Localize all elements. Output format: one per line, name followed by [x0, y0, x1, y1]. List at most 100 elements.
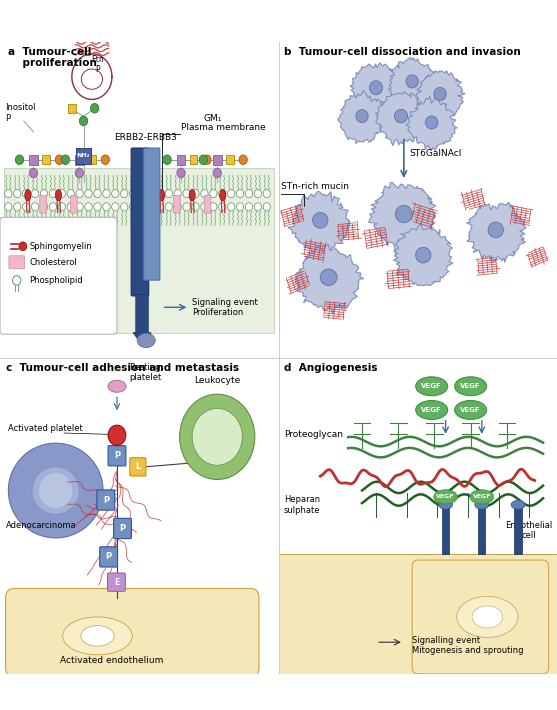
Ellipse shape: [472, 606, 503, 628]
Circle shape: [16, 155, 23, 165]
Circle shape: [237, 203, 244, 211]
Polygon shape: [32, 467, 80, 514]
Polygon shape: [296, 244, 364, 314]
Circle shape: [67, 203, 75, 211]
Circle shape: [228, 190, 235, 197]
Text: Cholesterol: Cholesterol: [30, 258, 77, 267]
Ellipse shape: [189, 190, 196, 201]
Text: d  Angiogenesis: d Angiogenesis: [284, 363, 378, 373]
Bar: [76, 148, 91, 163]
Ellipse shape: [395, 205, 412, 223]
Polygon shape: [338, 91, 386, 143]
Text: P: P: [103, 496, 109, 505]
Text: P: P: [106, 552, 111, 562]
Ellipse shape: [455, 377, 487, 395]
Ellipse shape: [219, 190, 226, 201]
Text: P: P: [114, 452, 120, 460]
Text: Proteoglycan: Proteoglycan: [284, 430, 343, 439]
FancyBboxPatch shape: [97, 490, 115, 510]
Ellipse shape: [457, 596, 518, 638]
Text: Lipid raft: Lipid raft: [17, 272, 57, 281]
Circle shape: [50, 190, 57, 197]
Circle shape: [111, 203, 119, 211]
FancyBboxPatch shape: [174, 195, 180, 213]
Circle shape: [255, 203, 262, 211]
Text: Adenocarcinoma: Adenocarcinoma: [6, 521, 76, 530]
Ellipse shape: [56, 190, 62, 201]
Circle shape: [61, 155, 70, 165]
Circle shape: [263, 203, 271, 211]
Text: STn-rich mucin: STn-rich mucin: [281, 182, 349, 191]
Text: Leukocyte: Leukocyte: [194, 376, 241, 385]
FancyBboxPatch shape: [108, 446, 126, 466]
FancyBboxPatch shape: [9, 256, 25, 269]
Circle shape: [199, 155, 208, 165]
Text: Etn
P: Etn P: [91, 55, 104, 74]
FancyArrow shape: [133, 295, 151, 345]
Circle shape: [192, 408, 242, 465]
Text: b  Tumour-cell dissociation and invasion: b Tumour-cell dissociation and invasion: [284, 47, 521, 57]
Bar: [4, 168, 274, 332]
Circle shape: [94, 203, 101, 211]
Text: Heparan
sulphate: Heparan sulphate: [284, 496, 321, 515]
FancyBboxPatch shape: [100, 547, 118, 567]
Text: ERBB2-ERBB3: ERBB2-ERBB3: [114, 133, 177, 142]
Circle shape: [55, 155, 63, 165]
Circle shape: [183, 203, 190, 211]
Circle shape: [90, 104, 99, 113]
Text: VEGF: VEGF: [421, 407, 442, 413]
Text: NH₂: NH₂: [77, 153, 90, 158]
Text: c  Tumour-cell adhesion and metastasis: c Tumour-cell adhesion and metastasis: [6, 363, 239, 373]
FancyBboxPatch shape: [0, 217, 117, 334]
Circle shape: [203, 155, 211, 165]
Text: ST6GalNAcI: ST6GalNAcI: [409, 148, 462, 158]
Ellipse shape: [416, 247, 431, 263]
Circle shape: [29, 168, 38, 178]
Circle shape: [246, 203, 253, 211]
Circle shape: [58, 203, 66, 211]
Circle shape: [31, 190, 39, 197]
Circle shape: [174, 190, 182, 197]
Text: Source: Nat Rev Cancer © 2005 Nature Publishing Group: Source: Nat Rev Cancer © 2005 Nature Pub…: [328, 689, 546, 698]
Polygon shape: [288, 191, 350, 254]
FancyBboxPatch shape: [108, 573, 125, 591]
Bar: [478, 506, 486, 554]
Polygon shape: [375, 92, 428, 146]
Circle shape: [218, 190, 226, 197]
Text: Inositol
P: Inositol P: [6, 104, 36, 123]
Bar: [278, 554, 557, 674]
Ellipse shape: [439, 501, 452, 509]
Ellipse shape: [81, 626, 114, 646]
Circle shape: [213, 168, 222, 178]
Circle shape: [120, 203, 128, 211]
Circle shape: [210, 190, 217, 197]
Ellipse shape: [511, 501, 525, 509]
Circle shape: [218, 203, 226, 211]
Circle shape: [94, 190, 101, 197]
Ellipse shape: [108, 381, 126, 393]
Ellipse shape: [394, 109, 408, 123]
Text: GM₁: GM₁: [203, 114, 222, 123]
Polygon shape: [350, 62, 403, 119]
Text: Plasma membrane: Plasma membrane: [181, 124, 266, 132]
Polygon shape: [8, 443, 103, 538]
Circle shape: [111, 190, 119, 197]
Text: L: L: [135, 462, 140, 471]
Circle shape: [174, 203, 182, 211]
Bar: [190, 155, 198, 164]
Ellipse shape: [369, 81, 383, 94]
Circle shape: [163, 155, 172, 165]
FancyBboxPatch shape: [40, 195, 47, 213]
Text: a  Tumour-cell
    proliferation: a Tumour-cell proliferation: [8, 47, 97, 68]
Circle shape: [19, 242, 27, 251]
Polygon shape: [39, 473, 72, 508]
Circle shape: [255, 190, 262, 197]
Text: Signalling event
Mitogenesis and sprouting: Signalling event Mitogenesis and sprouti…: [412, 635, 524, 655]
Circle shape: [130, 190, 137, 197]
Circle shape: [165, 190, 173, 197]
Circle shape: [108, 425, 126, 445]
FancyBboxPatch shape: [70, 195, 77, 213]
Text: P: P: [120, 524, 125, 533]
Ellipse shape: [470, 490, 494, 504]
Circle shape: [58, 190, 66, 197]
